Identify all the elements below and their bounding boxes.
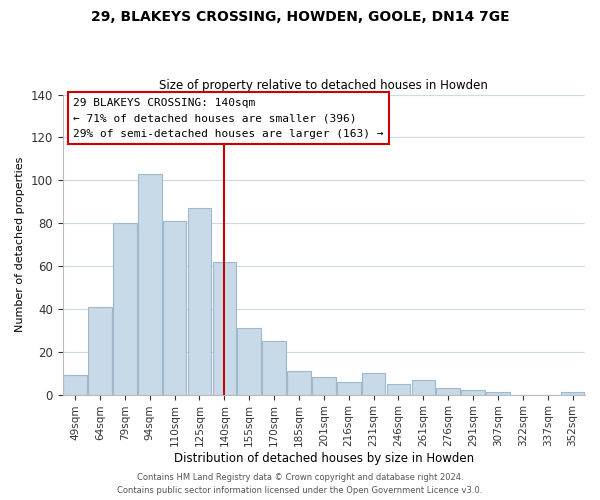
Bar [362, 373, 385, 394]
Text: 29 BLAKEYS CROSSING: 140sqm
← 71% of detached houses are smaller (396)
29% of se: 29 BLAKEYS CROSSING: 140sqm ← 71% of det… [73, 98, 383, 139]
Bar [113, 223, 137, 394]
Bar [312, 378, 335, 394]
Bar [412, 380, 435, 394]
Bar [386, 384, 410, 394]
Bar [188, 208, 211, 394]
Text: Contains HM Land Registry data © Crown copyright and database right 2024.
Contai: Contains HM Land Registry data © Crown c… [118, 474, 482, 495]
Bar [63, 376, 87, 394]
Bar [88, 306, 112, 394]
Bar [287, 371, 311, 394]
Bar [561, 392, 584, 394]
Bar [262, 341, 286, 394]
Y-axis label: Number of detached properties: Number of detached properties [15, 157, 25, 332]
Bar [436, 388, 460, 394]
Bar [212, 262, 236, 394]
X-axis label: Distribution of detached houses by size in Howden: Distribution of detached houses by size … [174, 452, 474, 465]
Text: 29, BLAKEYS CROSSING, HOWDEN, GOOLE, DN14 7GE: 29, BLAKEYS CROSSING, HOWDEN, GOOLE, DN1… [91, 10, 509, 24]
Bar [337, 382, 361, 394]
Bar [163, 221, 187, 394]
Bar [486, 392, 510, 394]
Bar [461, 390, 485, 394]
Bar [138, 174, 161, 394]
Bar [238, 328, 261, 394]
Title: Size of property relative to detached houses in Howden: Size of property relative to detached ho… [160, 79, 488, 92]
